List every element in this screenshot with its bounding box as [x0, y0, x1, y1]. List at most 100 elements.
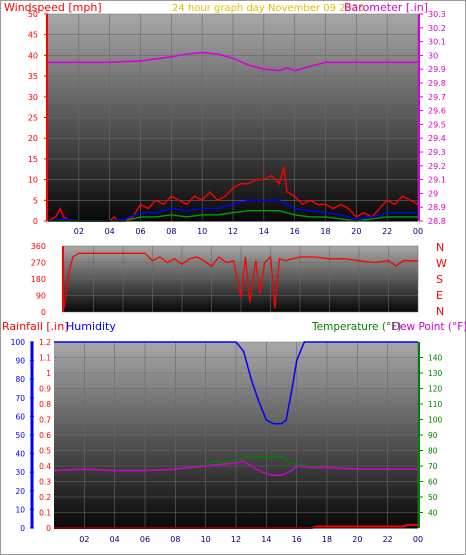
temperature-ytick-label: 90 — [428, 431, 438, 440]
rainfall-ytick-label: 0.3 — [39, 478, 51, 487]
bottom-xtick-label: 12 — [231, 535, 241, 544]
rainfall-ytick-label: 0 — [46, 524, 51, 533]
compass-label: N — [436, 241, 444, 254]
barometer-ytick-label: 30.3 — [428, 10, 446, 19]
wind-ytick-label: 15 — [28, 155, 38, 164]
bottom-xtick-label: 02 — [79, 535, 89, 544]
barometer-ytick-label: 29.9 — [428, 65, 446, 74]
direction-series — [63, 252, 418, 309]
bottom-x-axis: 02 04 06 08 10 12 14 16 18 20 22 00 — [54, 527, 423, 544]
bottom-xtick-label: 22 — [383, 535, 393, 544]
wind-grid — [48, 13, 419, 222]
rainfall-axis-title: Rainfall [.in] — [2, 320, 69, 333]
temperature-ytick-label: 100 — [428, 416, 443, 425]
bottom-xtick-label: 08 — [170, 535, 180, 544]
humidity-ytick-label: 90 — [15, 357, 25, 366]
barometer-ytick-label: 29.3 — [428, 148, 446, 157]
barometer-ytick-label: 28.8 — [428, 217, 446, 226]
humidity-ytick-label: 30 — [15, 468, 25, 477]
direction-ytick-label: 180 — [31, 275, 46, 284]
wind-xtick-label: 08 — [166, 227, 176, 236]
rainfall-ytick-label: 0.4 — [39, 462, 51, 471]
wind-ytick-label: 20 — [28, 134, 38, 143]
temperature-ytick-label: 140 — [428, 354, 443, 363]
barometer-ytick-label: 29.2 — [428, 162, 446, 171]
barometer-ytick-label: 30.2 — [428, 24, 446, 33]
rainfall-ytick-label: 0.1 — [39, 509, 51, 518]
wind-xtick-label: 20 — [351, 227, 361, 236]
series-humidity — [54, 341, 418, 425]
temperature-ytick-label: 120 — [428, 385, 443, 394]
humidity-ytick-label: 10 — [15, 505, 25, 514]
temperature-ytick-label: 50 — [428, 493, 438, 502]
compass-label: E — [436, 289, 443, 302]
rain-humidity-temperature-panel: 0 0.1 0.2 0.3 0.4 0.5 0.6 0.7 0.8 0.9 1 1.1 1.2 0 10 2… — [11, 338, 443, 544]
bottom-xtick-label: 06 — [140, 535, 150, 544]
barometer-ytick-label: 29.5 — [428, 120, 446, 129]
temperature-ytick-label: 70 — [428, 462, 438, 471]
wind-ytick-label: 10 — [28, 176, 38, 185]
wind-ytick-label: 35 — [28, 72, 38, 81]
wind-xtick-label: 06 — [135, 227, 145, 236]
barometer-ytick-label: 30 — [428, 51, 438, 60]
humidity-axis-title: Humidity — [66, 320, 116, 333]
barometer-ytick-label: 28.9 — [428, 203, 446, 212]
temperature-axis-title: Temperature (°F) — [311, 321, 401, 333]
wind-xtick-label: 18 — [320, 227, 330, 236]
humidity-ytick-label: 20 — [15, 487, 25, 496]
direction-ytick-label: 90 — [36, 292, 46, 301]
direction-ytick-label: 0 — [41, 308, 46, 317]
compass-label: N — [436, 305, 444, 318]
rainfall-ytick-label: 0.9 — [39, 385, 51, 394]
bottom-xtick-label: 14 — [261, 535, 271, 544]
bottom-xtick-label: 10 — [201, 535, 211, 544]
bottom-xtick-label: 04 — [110, 535, 120, 544]
wind-ytick-label: 50 — [28, 10, 38, 19]
wind-ytick-label: 45 — [28, 31, 38, 40]
wind-ytick-label: 25 — [28, 114, 38, 123]
dewpoint-axis-title: Dew Point (°F) — [392, 321, 466, 333]
barometer-ytick-label: 29.1 — [428, 176, 446, 185]
wind-xtick-label: 14 — [259, 227, 269, 236]
wind-xtick-label: 16 — [290, 227, 300, 236]
barometer-ytick-label: 29 — [428, 189, 438, 198]
wind-ytick-label: 40 — [28, 51, 38, 60]
wind-xtick-label: 04 — [105, 227, 115, 236]
rainfall-ytick-label: 1.1 — [39, 354, 51, 363]
direction-ytick-label: 360 — [31, 242, 46, 251]
wind-ytick-label: 30 — [28, 93, 38, 102]
barometer-ytick-label: 29.8 — [428, 79, 446, 88]
barometer-ytick-label: 29.7 — [428, 93, 446, 102]
series-direction — [63, 252, 418, 309]
humidity-ytick-label: 80 — [15, 375, 25, 384]
rainfall-ytick-label: 0.5 — [39, 447, 51, 456]
wind-axis-title: Windspeed [mph] — [4, 1, 102, 14]
temperature-y-axis: 40 50 60 70 80 90 100 110 120 130 140 — [418, 342, 443, 528]
direction-ytick-label: 270 — [31, 259, 46, 268]
bottom-xtick-label: 18 — [322, 535, 332, 544]
direction-y-axis: 0 90 180 270 360 — [31, 242, 64, 317]
wind-xtick-label: 00 — [413, 227, 423, 236]
series-dew-point — [53, 460, 418, 477]
wind-panel: 0 5 10 15 20 25 30 35 40 45 50 28.8 28.9 29 29.1 29.2 2… — [28, 10, 446, 236]
humidity-ytick-label: 60 — [15, 412, 25, 421]
wind-ytick-label: 5 — [33, 196, 38, 205]
rainfall-ytick-label: 0.8 — [39, 400, 51, 409]
temperature-ytick-label: 40 — [428, 509, 438, 518]
wind-ytick-label: 0 — [33, 217, 38, 226]
barometer-y-axis: 28.8 28.9 29 29.1 29.2 29.3 29.4 29.5 29.6 29.7 29… — [418, 10, 446, 226]
rainfall-ytick-label: 0.7 — [39, 416, 51, 425]
temperature-ytick-label: 80 — [428, 447, 438, 456]
series-gust — [47, 167, 419, 222]
wind-xtick-label: 22 — [382, 227, 392, 236]
compass-label: S — [436, 273, 443, 286]
barometer-ytick-label: 30.1 — [428, 38, 446, 47]
humidity-ytick-label: 40 — [15, 450, 25, 459]
rainfall-ytick-label: 1.2 — [39, 338, 51, 347]
compass-label: W — [436, 257, 447, 270]
bottom-xtick-label: 00 — [413, 535, 423, 544]
compass-labels: N W S E N — [436, 241, 447, 318]
barometer-ytick-label: 29.6 — [428, 107, 446, 116]
bottom-grid — [54, 341, 419, 529]
